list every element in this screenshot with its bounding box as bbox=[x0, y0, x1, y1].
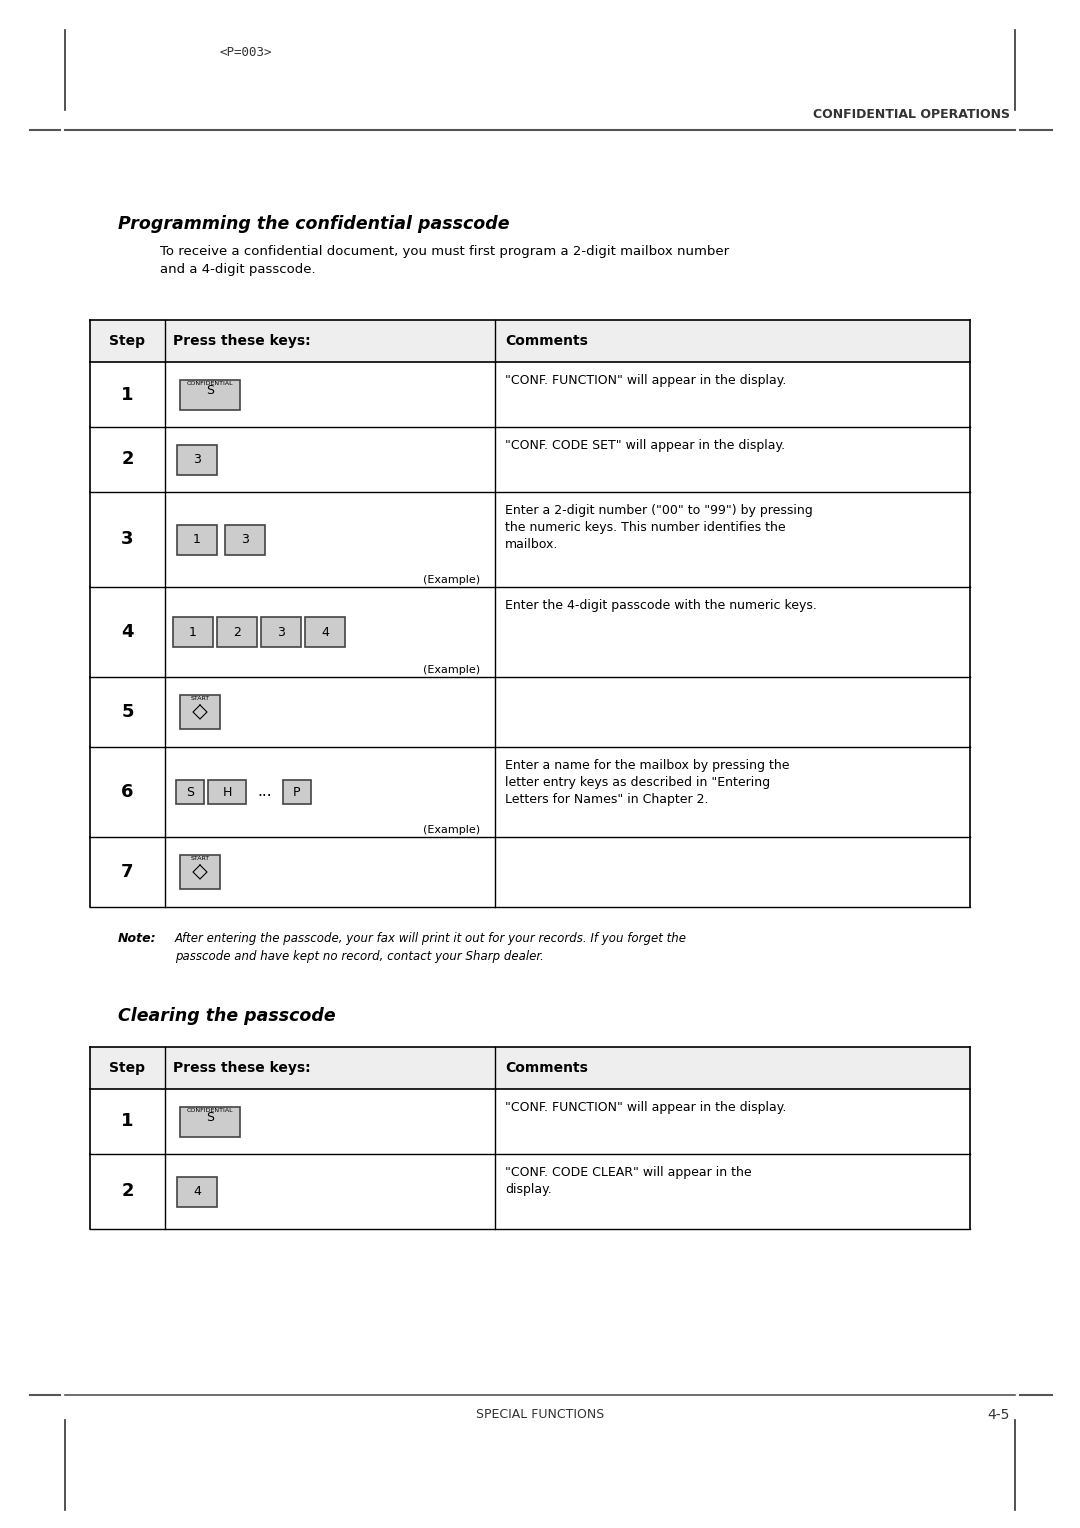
FancyBboxPatch shape bbox=[217, 617, 257, 646]
Text: 4: 4 bbox=[321, 625, 329, 639]
Text: Enter the 4-digit passcode with the numeric keys.: Enter the 4-digit passcode with the nume… bbox=[505, 599, 816, 613]
Text: 7: 7 bbox=[121, 863, 134, 882]
Text: <P=003>: <P=003> bbox=[220, 46, 272, 58]
Text: 1: 1 bbox=[193, 533, 201, 545]
Text: (Example): (Example) bbox=[423, 825, 480, 834]
Text: Comments: Comments bbox=[505, 1060, 588, 1076]
Text: 4: 4 bbox=[121, 623, 134, 642]
Text: CONFIDENTIAL: CONFIDENTIAL bbox=[187, 380, 233, 387]
FancyBboxPatch shape bbox=[208, 779, 246, 804]
Text: SPECIAL FUNCTIONS: SPECIAL FUNCTIONS bbox=[476, 1409, 604, 1421]
Text: (Example): (Example) bbox=[423, 665, 480, 675]
Text: ...: ... bbox=[258, 784, 272, 799]
Bar bbox=[90, 1047, 970, 1089]
Text: 2: 2 bbox=[121, 1183, 134, 1201]
FancyBboxPatch shape bbox=[177, 1177, 217, 1207]
Text: "CONF. CODE CLEAR" will appear in the
display.: "CONF. CODE CLEAR" will appear in the di… bbox=[505, 1166, 752, 1196]
Text: 2: 2 bbox=[121, 451, 134, 469]
Text: Press these keys:: Press these keys: bbox=[173, 335, 311, 348]
Text: 3: 3 bbox=[241, 533, 248, 545]
Text: 3: 3 bbox=[278, 625, 285, 639]
FancyBboxPatch shape bbox=[177, 524, 217, 555]
Text: H: H bbox=[222, 785, 232, 799]
Bar bbox=[90, 319, 970, 362]
Text: 1: 1 bbox=[189, 625, 197, 639]
Text: 4-5: 4-5 bbox=[987, 1407, 1010, 1423]
Text: 2: 2 bbox=[233, 625, 241, 639]
Text: START: START bbox=[190, 695, 210, 700]
Text: "CONF. FUNCTION" will appear in the display.: "CONF. FUNCTION" will appear in the disp… bbox=[505, 1102, 786, 1114]
Text: Programming the confidential passcode: Programming the confidential passcode bbox=[118, 215, 510, 232]
Text: After entering the passcode, your fax will print it out for your records. If you: After entering the passcode, your fax wi… bbox=[175, 932, 687, 963]
Text: S: S bbox=[206, 384, 214, 397]
Text: S: S bbox=[186, 785, 194, 799]
FancyBboxPatch shape bbox=[180, 1106, 240, 1137]
Text: CONFIDENTIAL: CONFIDENTIAL bbox=[187, 1108, 233, 1112]
Text: 5: 5 bbox=[121, 703, 134, 721]
Text: Note:: Note: bbox=[118, 932, 157, 944]
Text: P: P bbox=[294, 785, 300, 799]
Text: 3: 3 bbox=[193, 452, 201, 466]
Text: Enter a 2-digit number ("00" to "99") by pressing
the numeric keys. This number : Enter a 2-digit number ("00" to "99") by… bbox=[505, 504, 813, 552]
FancyBboxPatch shape bbox=[261, 617, 301, 646]
FancyBboxPatch shape bbox=[225, 524, 265, 555]
Text: S: S bbox=[206, 1111, 214, 1125]
Text: To receive a confidential document, you must first program a 2-digit mailbox num: To receive a confidential document, you … bbox=[160, 244, 729, 277]
Text: Comments: Comments bbox=[505, 335, 588, 348]
Text: "CONF. FUNCTION" will appear in the display.: "CONF. FUNCTION" will appear in the disp… bbox=[505, 374, 786, 387]
Text: Step: Step bbox=[109, 335, 146, 348]
FancyBboxPatch shape bbox=[305, 617, 345, 646]
FancyBboxPatch shape bbox=[173, 617, 213, 646]
Text: 4: 4 bbox=[193, 1186, 201, 1198]
Text: 1: 1 bbox=[121, 385, 134, 403]
Text: Enter a name for the mailbox by pressing the
letter entry keys as described in ": Enter a name for the mailbox by pressing… bbox=[505, 759, 789, 805]
FancyBboxPatch shape bbox=[283, 779, 311, 804]
Text: "CONF. CODE SET" will appear in the display.: "CONF. CODE SET" will appear in the disp… bbox=[505, 439, 785, 452]
Text: 6: 6 bbox=[121, 782, 134, 801]
Text: START: START bbox=[190, 856, 210, 860]
FancyBboxPatch shape bbox=[180, 856, 220, 889]
Text: (Example): (Example) bbox=[423, 575, 480, 585]
Text: 1: 1 bbox=[121, 1112, 134, 1131]
FancyBboxPatch shape bbox=[176, 779, 204, 804]
FancyBboxPatch shape bbox=[177, 445, 217, 475]
Text: Step: Step bbox=[109, 1060, 146, 1076]
Text: CONFIDENTIAL OPERATIONS: CONFIDENTIAL OPERATIONS bbox=[813, 108, 1010, 122]
FancyBboxPatch shape bbox=[180, 695, 220, 729]
Text: Press these keys:: Press these keys: bbox=[173, 1060, 311, 1076]
Text: 3: 3 bbox=[121, 530, 134, 549]
Text: Clearing the passcode: Clearing the passcode bbox=[118, 1007, 336, 1025]
FancyBboxPatch shape bbox=[180, 379, 240, 410]
